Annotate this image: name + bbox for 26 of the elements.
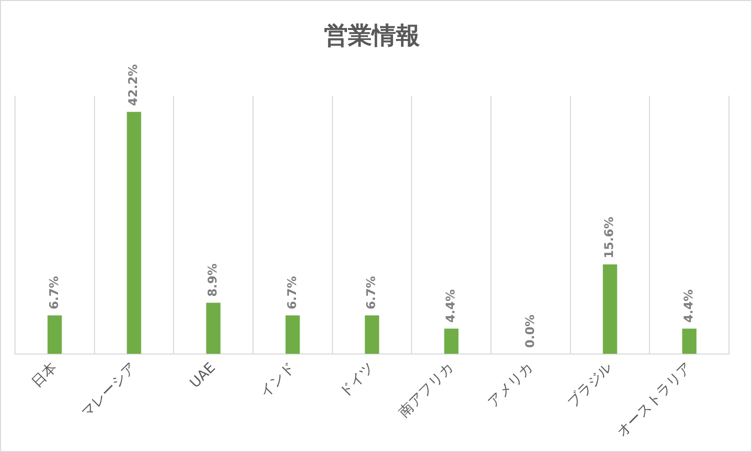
x-tick-label: マレーシア bbox=[78, 360, 140, 421]
data-label: 42.2% bbox=[126, 64, 140, 106]
bar bbox=[48, 315, 62, 354]
bar bbox=[206, 302, 220, 354]
x-tick-label: 南アフリカ bbox=[396, 360, 457, 421]
bar bbox=[126, 112, 142, 354]
x-tick-label: インド bbox=[257, 360, 298, 401]
x-tick-label: 日本 bbox=[28, 360, 60, 391]
x-tick-label: アメリカ bbox=[485, 360, 536, 411]
bar bbox=[444, 328, 458, 354]
chart-title: 営業情報 bbox=[324, 22, 420, 50]
data-label: 6.7% bbox=[46, 276, 61, 310]
data-label: 6.7% bbox=[364, 276, 378, 310]
data-label: 4.4% bbox=[681, 289, 696, 323]
x-tick-label: ブラジル bbox=[564, 360, 616, 411]
data-label: 6.7% bbox=[284, 276, 299, 310]
bar bbox=[682, 328, 696, 354]
bar bbox=[364, 315, 380, 354]
data-label: 0.0% bbox=[522, 314, 537, 348]
bar bbox=[286, 315, 300, 354]
data-label: 15.6% bbox=[602, 216, 616, 258]
x-tick-label: ドイツ bbox=[336, 360, 378, 401]
x-tick-label: オーストラリア bbox=[614, 360, 695, 440]
bar bbox=[602, 264, 618, 354]
data-label: 8.9% bbox=[205, 264, 220, 297]
data-label: 4.4% bbox=[443, 289, 458, 323]
